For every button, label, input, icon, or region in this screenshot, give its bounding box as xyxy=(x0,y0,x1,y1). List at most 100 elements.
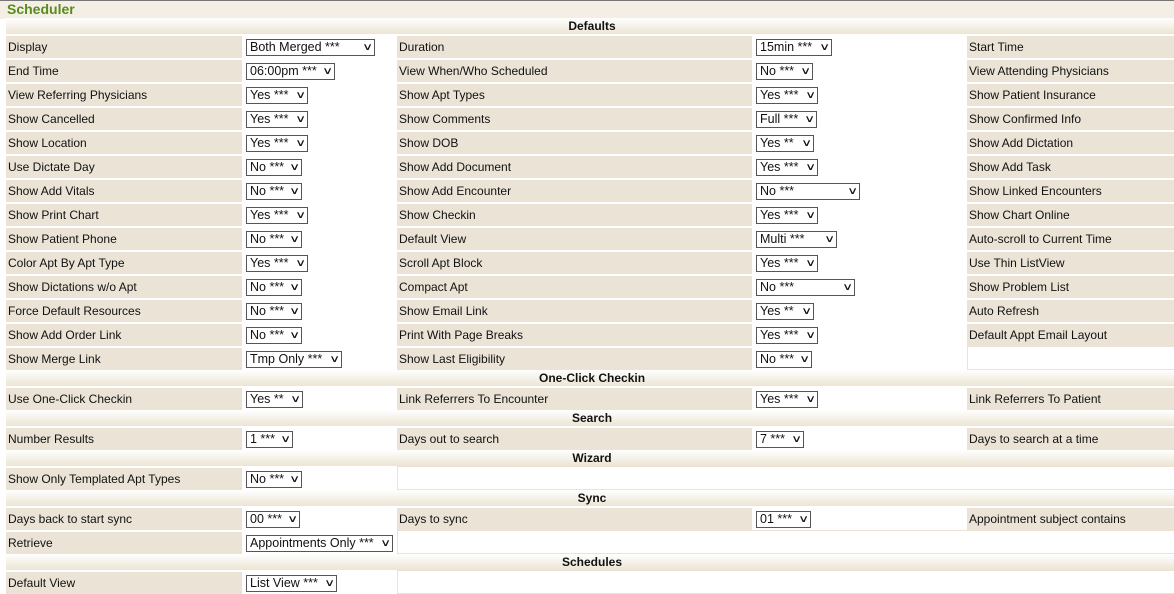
select-show-cancelled[interactable]: Yes *** ∨ xyxy=(246,110,308,128)
label-default-view: Default View xyxy=(6,570,242,594)
value-cell: No *** ∨ xyxy=(754,178,965,202)
select-value: Multi *** xyxy=(760,232,805,246)
select-value: No *** xyxy=(250,328,285,342)
select-retrieve[interactable]: Appointments Only *** ∨ xyxy=(246,534,393,552)
settings-row: Show Add Order Link No *** ∨ Print With Pag… xyxy=(6,322,1174,346)
settings-row: Retrieve Appointments Only *** ∨ xyxy=(6,530,1174,554)
select-view-referring-physicians[interactable]: Yes *** ∨ xyxy=(246,86,308,104)
select-value: Yes *** xyxy=(250,256,289,270)
value-cell: Yes ** ∨ xyxy=(244,386,395,410)
chevron-down-icon: ∨ xyxy=(289,393,301,405)
select-show-dob[interactable]: Yes ** ∨ xyxy=(756,134,814,152)
settings-row: Number Results 1 *** ∨ Days out to search 7 … xyxy=(6,426,1174,450)
select-show-patient-phone[interactable]: No *** ∨ xyxy=(246,230,302,248)
value-cell: Full *** ∨ xyxy=(754,106,965,130)
select-show-add-vitals[interactable]: No *** ∨ xyxy=(246,182,302,200)
select-default-view[interactable]: Multi *** ∨ xyxy=(756,230,837,248)
select-duration[interactable]: 15min *** ∨ xyxy=(756,38,832,56)
value-cell: Yes *** ∨ xyxy=(244,106,395,130)
value-cell: No *** ∨ xyxy=(754,274,965,298)
label-show-dictations-w-o-apt: Show Dictations w/o Apt xyxy=(6,274,242,298)
label-retrieve: Retrieve xyxy=(6,530,242,554)
label-days-to-search-at-a-time: Days to search at a time xyxy=(967,426,1174,450)
settings-row: Show Cancelled Yes *** ∨ Show Comments Full … xyxy=(6,106,1174,130)
empty-cell xyxy=(967,346,1174,370)
value-cell: 15min *** ∨ xyxy=(754,34,965,58)
select-force-default-resources[interactable]: No *** ∨ xyxy=(246,302,302,320)
chevron-down-icon: ∨ xyxy=(294,113,306,125)
select-link-referrers-to-encounter[interactable]: Yes *** ∨ xyxy=(756,390,818,408)
settings-row: Show Patient Phone No *** ∨ Default View Mul… xyxy=(6,226,1174,250)
label-view-attending-physicians: View Attending Physicians xyxy=(967,58,1174,82)
select-value: Both Merged *** xyxy=(250,40,340,54)
select-show-checkin[interactable]: Yes *** ∨ xyxy=(756,206,818,224)
label-show-add-task: Show Add Task xyxy=(967,154,1174,178)
value-cell: 06:00pm *** ∨ xyxy=(244,58,395,82)
label-appointment-subject-contains: Appointment subject contains xyxy=(967,506,1174,530)
label-compact-apt: Compact Apt xyxy=(397,274,752,298)
value-cell: No *** ∨ xyxy=(754,346,965,370)
settings-row: Show Dictations w/o Apt No *** ∨ Compact Ap… xyxy=(6,274,1174,298)
select-show-comments[interactable]: Full *** ∨ xyxy=(756,110,817,128)
label-default-appt-email-layout: Default Appt Email Layout xyxy=(967,322,1174,346)
value-cell: List View *** ∨ xyxy=(244,570,395,594)
select-show-last-eligibility[interactable]: No *** ∨ xyxy=(756,350,812,368)
select-show-merge-link[interactable]: Tmp Only *** ∨ xyxy=(246,350,342,368)
select-show-apt-types[interactable]: Yes *** ∨ xyxy=(756,86,818,104)
section-header-schedules: Schedules xyxy=(6,554,1174,570)
select-value: Yes *** xyxy=(760,88,799,102)
select-show-add-encounter[interactable]: No *** ∨ xyxy=(756,182,860,200)
chevron-down-icon: ∨ xyxy=(804,161,816,173)
label-show-checkin: Show Checkin xyxy=(397,202,752,226)
select-number-results[interactable]: 1 *** ∨ xyxy=(246,430,293,448)
select-show-only-templated-apt-types[interactable]: No *** ∨ xyxy=(246,470,302,488)
select-value: Yes ** xyxy=(760,136,794,150)
label-show-add-order-link: Show Add Order Link xyxy=(6,322,242,346)
select-scroll-apt-block[interactable]: Yes *** ∨ xyxy=(756,254,818,272)
value-cell: Appointments Only *** ∨ xyxy=(244,530,395,554)
settings-row: View Referring Physicians Yes *** ∨ Show Ap… xyxy=(6,82,1174,106)
select-days-to-sync[interactable]: 01 *** ∨ xyxy=(756,510,811,528)
chevron-down-icon: ∨ xyxy=(804,329,816,341)
select-end-time[interactable]: 06:00pm *** ∨ xyxy=(246,62,335,80)
chevron-down-icon: ∨ xyxy=(379,537,391,549)
select-show-print-chart[interactable]: Yes *** ∨ xyxy=(246,206,308,224)
value-cell: Yes *** ∨ xyxy=(754,322,965,346)
select-show-location[interactable]: Yes *** ∨ xyxy=(246,134,308,152)
value-cell: Yes *** ∨ xyxy=(754,202,965,226)
select-print-with-page-breaks[interactable]: Yes *** ∨ xyxy=(756,326,818,344)
select-show-add-order-link[interactable]: No *** ∨ xyxy=(246,326,302,344)
select-days-out-to-search[interactable]: 7 *** ∨ xyxy=(756,430,804,448)
select-use-one-click-checkin[interactable]: Yes ** ∨ xyxy=(246,390,303,408)
chevron-down-icon: ∨ xyxy=(800,305,812,317)
select-days-back-to-start-sync[interactable]: 00 *** ∨ xyxy=(246,510,300,528)
label-auto-refresh: Auto Refresh xyxy=(967,298,1174,322)
select-compact-apt[interactable]: No *** ∨ xyxy=(756,278,855,296)
value-cell: Yes *** ∨ xyxy=(244,130,395,154)
select-value: 1 *** xyxy=(250,432,276,446)
select-view-when-who-scheduled[interactable]: No *** ∨ xyxy=(756,62,813,80)
label-show-apt-types: Show Apt Types xyxy=(397,82,752,106)
select-use-dictate-day[interactable]: No *** ∨ xyxy=(246,158,302,176)
chevron-down-icon: ∨ xyxy=(279,433,291,445)
label-show-problem-list: Show Problem List xyxy=(967,274,1174,298)
chevron-down-icon: ∨ xyxy=(846,185,858,197)
select-color-apt-by-apt-type[interactable]: Yes *** ∨ xyxy=(246,254,308,272)
label-duration: Duration xyxy=(397,34,752,58)
select-display[interactable]: Both Merged *** ∨ xyxy=(246,38,375,56)
select-value: 15min *** xyxy=(760,40,813,54)
label-use-one-click-checkin: Use One-Click Checkin xyxy=(6,386,242,410)
label-show-only-templated-apt-types: Show Only Templated Apt Types xyxy=(6,466,242,490)
value-cell: No *** ∨ xyxy=(244,322,395,346)
label-show-add-dictation: Show Add Dictation xyxy=(967,130,1174,154)
settings-row: Show Add Vitals No *** ∨ Show Add Encounter… xyxy=(6,178,1174,202)
label-view-referring-physicians: View Referring Physicians xyxy=(6,82,242,106)
select-value: Tmp Only *** xyxy=(250,352,323,366)
select-default-view[interactable]: List View *** ∨ xyxy=(246,574,337,592)
select-show-dictations-w-o-apt[interactable]: No *** ∨ xyxy=(246,278,302,296)
select-show-email-link[interactable]: Yes ** ∨ xyxy=(756,302,814,320)
empty-cell xyxy=(397,466,1174,490)
label-show-confirmed-info: Show Confirmed Info xyxy=(967,106,1174,130)
chevron-down-icon: ∨ xyxy=(288,473,300,485)
select-show-add-document[interactable]: Yes *** ∨ xyxy=(756,158,818,176)
